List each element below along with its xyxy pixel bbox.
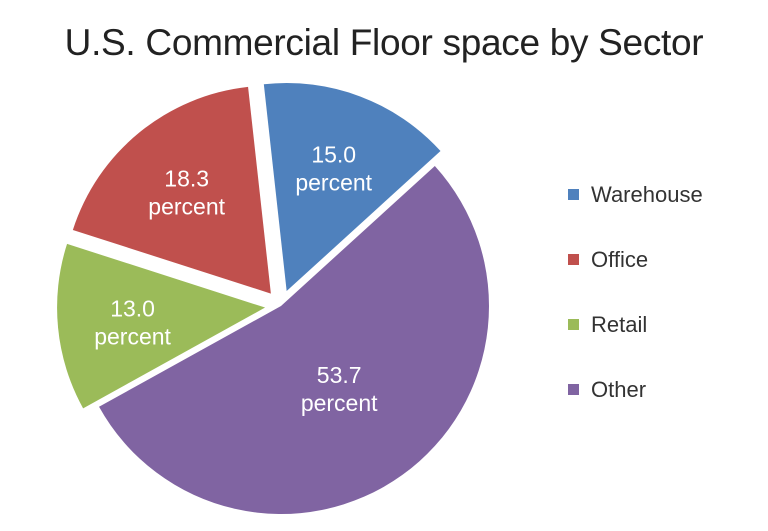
- legend-swatch-warehouse: [568, 189, 579, 200]
- legend-swatch-office: [568, 254, 579, 265]
- slice-label-retail: 13.0 percent: [94, 295, 171, 349]
- slice-label-warehouse: 15.0 percent: [295, 142, 372, 196]
- legend-item-other: Other: [568, 373, 703, 406]
- legend-item-office: Office: [568, 243, 703, 276]
- pie-slice-office: [72, 86, 271, 294]
- legend-label-retail: Retail: [591, 311, 648, 337]
- slice-label-office: 18.3 percent: [148, 166, 225, 220]
- legend-label-other: Other: [591, 376, 647, 402]
- pie-slice-warehouse: [263, 83, 441, 292]
- legend: Warehouse Office Retail Other: [568, 178, 703, 438]
- pie-slice-retail: [57, 243, 266, 409]
- slice-label-other: 53.7 percent: [301, 362, 378, 416]
- legend-item-retail: Retail: [568, 308, 703, 341]
- legend-item-warehouse: Warehouse: [568, 178, 703, 211]
- legend-label-office: Office: [591, 246, 649, 272]
- pie-slice-other: [99, 166, 489, 514]
- chart-title: U.S. Commercial Floor space by Sector: [64, 22, 704, 63]
- legend-label-warehouse: Warehouse: [591, 181, 703, 207]
- legend-swatch-retail: [568, 319, 579, 330]
- legend-swatch-other: [568, 384, 579, 395]
